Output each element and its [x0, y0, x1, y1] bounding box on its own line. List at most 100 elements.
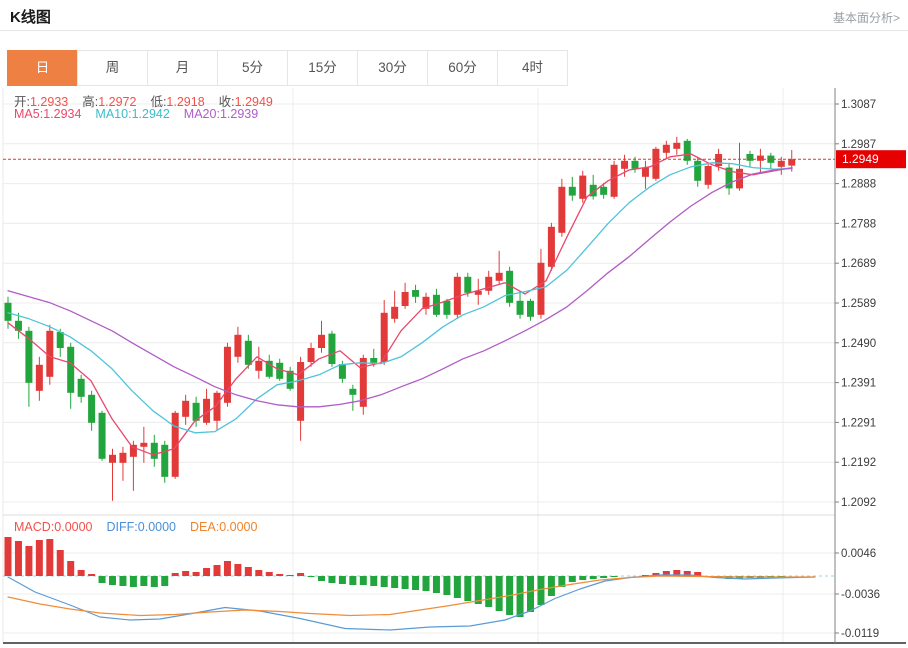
macd-bar: [25, 546, 33, 576]
macd-bar: [568, 576, 576, 582]
price-axis-label: 1.2092: [841, 497, 876, 509]
candle-body: [453, 276, 461, 315]
candle-body: [213, 392, 221, 421]
dea-line: [7, 575, 816, 617]
candle-body: [98, 412, 106, 459]
candle-body: [307, 348, 315, 362]
macd-bar: [401, 576, 409, 589]
candle-body: [370, 358, 378, 363]
tab-日[interactable]: 日: [7, 50, 78, 86]
macd-bar: [223, 561, 231, 576]
candle-body: [694, 160, 702, 181]
tab-周[interactable]: 周: [77, 50, 148, 86]
candle-body: [683, 140, 691, 161]
legend-item: 收:1.2949: [218, 95, 273, 109]
macd-bar: [349, 576, 357, 585]
candle-body: [756, 155, 764, 161]
candle-body: [14, 320, 22, 331]
candle-body: [610, 164, 618, 197]
macd-bar: [88, 574, 96, 576]
candle-body: [558, 186, 566, 233]
macd-bar: [35, 540, 43, 576]
candle-body: [600, 186, 608, 195]
tab-4时[interactable]: 4时: [497, 50, 568, 86]
macd-bar: [119, 576, 127, 586]
ohlc-legend: 开:1.2933 高:1.2972 低:1.2918 收:1.2949: [14, 91, 287, 110]
macd-bar: [98, 576, 106, 583]
macd-bar: [255, 570, 263, 576]
legend-item: MA20:1.2939: [183, 107, 259, 121]
macd-bar: [359, 576, 367, 585]
macd-bar: [610, 576, 618, 577]
price-axis-label: 1.2589: [841, 298, 876, 310]
macd-bar: [161, 576, 169, 586]
candle-body: [182, 400, 190, 417]
macd-bar: [265, 572, 273, 576]
candle-body: [537, 262, 545, 315]
macd-bar: [203, 568, 211, 576]
macd-bar: [67, 561, 75, 576]
macd-legend: MACD:0.0000 DIFF:0.0000 DEA:0.0000: [14, 520, 271, 534]
macd-bar: [516, 576, 524, 617]
macd-bar: [213, 565, 221, 576]
macd-bar: [140, 576, 148, 586]
tab-月[interactable]: 月: [147, 50, 218, 86]
macd-axis-label: -0.0119: [841, 628, 879, 640]
macd-bar: [318, 576, 325, 581]
legend-item: DIFF:0.0000: [106, 520, 176, 534]
macd-bar: [641, 575, 649, 576]
candle-body: [579, 175, 587, 199]
candle-body: [35, 364, 43, 391]
candle-body: [244, 340, 252, 365]
candle-body: [547, 226, 555, 267]
macd-bar: [380, 576, 388, 587]
candle-body: [276, 362, 284, 379]
macd-bar: [432, 576, 440, 593]
macd-bar: [600, 576, 608, 578]
tab-30分[interactable]: 30分: [357, 50, 428, 86]
tab-5分[interactable]: 5分: [217, 50, 288, 86]
candle-body: [746, 154, 754, 161]
tab-60分[interactable]: 60分: [427, 50, 498, 86]
candle-body: [119, 452, 127, 463]
macd-bar: [537, 576, 545, 605]
ma10-line: [7, 162, 793, 434]
candle-body: [286, 370, 294, 389]
macd-bar: [694, 572, 702, 576]
candle-body: [255, 360, 263, 371]
candle-body: [223, 346, 231, 403]
legend-item: MA5:1.2934: [14, 107, 82, 121]
macd-bar: [286, 575, 294, 576]
price-axis-label: 1.2987: [841, 139, 876, 151]
macd-bar: [14, 541, 22, 576]
candle-body: [192, 402, 200, 421]
candle-body: [589, 184, 597, 197]
macd-bar: [673, 570, 681, 576]
macd-bar: [129, 576, 137, 587]
macd-bar: [464, 576, 472, 601]
candle-body: [67, 346, 75, 393]
macd-bar: [474, 576, 482, 604]
current-price-tag: [836, 150, 906, 169]
candle-body: [631, 160, 639, 169]
candle-body: [359, 358, 367, 407]
candle-body: [380, 312, 388, 362]
ma20-line: [7, 167, 793, 408]
macd-bar: [328, 576, 336, 583]
macd-bar: [297, 573, 305, 576]
candle-body: [161, 444, 169, 477]
price-axis-label: 1.3087: [841, 99, 876, 111]
candle-body: [297, 362, 305, 421]
macd-bar: [662, 571, 670, 576]
header-divider: [0, 30, 908, 31]
fundamental-analysis-link[interactable]: 基本面分析>: [832, 11, 900, 25]
macd-bar: [171, 573, 179, 576]
candle-body: [422, 296, 430, 309]
macd-bar: [579, 576, 587, 580]
candle-body: [621, 160, 629, 169]
macd-bar: [338, 576, 346, 584]
macd-bar: [652, 573, 660, 576]
price-axis-label: 1.2291: [841, 417, 876, 429]
tab-15分[interactable]: 15分: [287, 50, 358, 86]
price-axis-label: 1.2391: [841, 378, 876, 390]
